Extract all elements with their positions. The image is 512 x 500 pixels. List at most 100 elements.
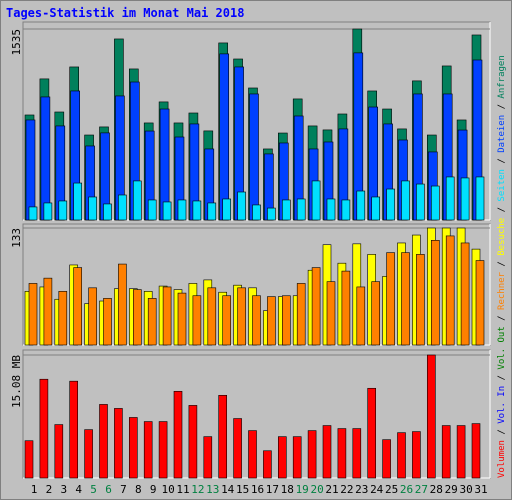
bar: [207, 287, 217, 346]
x-tick-label: 4: [75, 483, 82, 496]
x-tick-label: 11: [176, 483, 189, 496]
bar: [296, 283, 306, 346]
x-tick-label: 14: [221, 483, 235, 496]
bar: [192, 200, 202, 221]
bar: [397, 432, 406, 479]
x-tick-label: 16: [251, 483, 264, 496]
legend-text: Volumen / Vol. In / Vol. Out / Rechner /…: [497, 55, 507, 478]
legend-entry: Dateien: [497, 115, 507, 153]
legend-entry: Besuche: [497, 218, 507, 256]
x-tick-label: 21: [325, 483, 338, 496]
bar: [426, 354, 436, 479]
bar: [371, 196, 381, 221]
bar: [103, 203, 112, 221]
bar: [267, 296, 276, 346]
bar: [143, 421, 153, 479]
bar: [222, 198, 231, 221]
x-tick-label: 13: [206, 483, 219, 496]
chart-title: Tages-Statistik im Monat Mai 2018: [6, 6, 244, 20]
bar: [43, 202, 53, 221]
bar: [203, 436, 213, 479]
bar: [40, 96, 51, 221]
x-tick-label: 6: [105, 483, 112, 496]
bar: [192, 295, 202, 346]
bar: [54, 424, 64, 479]
bar: [39, 378, 49, 479]
bar: [441, 425, 451, 479]
bar: [341, 199, 351, 221]
bar: [222, 295, 231, 346]
bar: [24, 440, 34, 479]
x-tick-label: 3: [60, 483, 67, 496]
bar: [356, 286, 366, 346]
bar: [58, 291, 68, 346]
legend-separator: /: [497, 370, 507, 386]
bar: [311, 180, 321, 221]
bar: [147, 298, 157, 346]
bar: [367, 387, 377, 479]
bar: [356, 190, 366, 221]
bar: [188, 405, 198, 479]
bar: [337, 428, 347, 479]
bar: [248, 430, 257, 479]
bar: [233, 418, 242, 479]
bar: [114, 408, 123, 479]
bar: [401, 180, 410, 221]
bar: [43, 277, 53, 346]
bar: [118, 263, 127, 346]
bar: [460, 242, 470, 346]
bar: [237, 287, 246, 346]
x-tick-label: 19: [296, 483, 309, 496]
bar: [28, 206, 38, 221]
legend-entry: Rechner: [497, 271, 507, 310]
bar: [352, 428, 362, 479]
x-tick-label: 18: [281, 483, 294, 496]
legend-entry: Vol. Out: [497, 326, 507, 369]
x-tick-label: 1: [31, 483, 38, 496]
bar: [471, 423, 481, 479]
bar: [277, 436, 287, 479]
legend-separator: /: [497, 256, 507, 272]
bar: [118, 194, 127, 221]
bar: [416, 183, 425, 221]
x-tick-label: 17: [266, 483, 279, 496]
x-tick-label: 24: [370, 483, 384, 496]
bar: [103, 298, 112, 346]
bar: [25, 119, 36, 221]
x-tick-label: 8: [135, 483, 142, 496]
bar: [162, 286, 172, 346]
bar: [296, 198, 306, 221]
legend-entry: Vol. In: [497, 386, 507, 424]
bar: [386, 188, 395, 221]
bar: [445, 176, 455, 221]
bar: [252, 295, 261, 346]
bar: [133, 289, 142, 346]
legend: Volumen / Vol. In / Vol. Out / Rechner /…: [497, 55, 507, 478]
x-tick-label: 26: [400, 483, 413, 496]
x-tick-label: 20: [310, 483, 323, 496]
bar: [326, 281, 336, 346]
y-tick-label: 133: [10, 228, 23, 248]
bar: [249, 93, 259, 221]
x-tick-label: 23: [355, 483, 368, 496]
bar: [177, 199, 187, 221]
x-tick-label: 27: [415, 483, 428, 496]
bar: [311, 267, 321, 346]
bar: [341, 270, 351, 346]
bar: [69, 380, 78, 479]
legend-entry: Seiten: [497, 169, 507, 202]
y-tick-label: 1535: [10, 29, 23, 56]
x-tick-label: 5: [90, 483, 97, 496]
x-tick-label: 10: [161, 483, 174, 496]
x-tick-label: 2: [46, 483, 53, 496]
x-tick-label: 31: [474, 483, 487, 496]
x-tick-label: 25: [385, 483, 398, 496]
legend-entry: Volumen: [497, 440, 507, 478]
bar: [88, 287, 97, 346]
legend-separator: /: [497, 202, 507, 218]
bar: [401, 252, 410, 346]
bar: [237, 191, 246, 221]
x-tick-label: 28: [430, 483, 443, 496]
bar: [430, 185, 440, 221]
